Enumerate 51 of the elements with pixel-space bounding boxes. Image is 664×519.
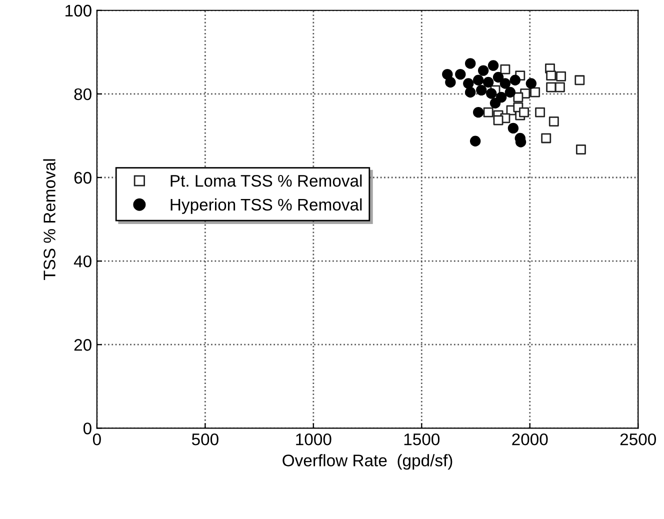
point xyxy=(473,106,484,118)
y-axis-title: TSS % Removal xyxy=(43,159,56,280)
y-tick-label: 0 xyxy=(83,422,92,434)
x-tick-label: 1500 xyxy=(404,433,440,446)
point xyxy=(574,75,585,86)
point xyxy=(510,74,521,86)
point xyxy=(519,107,530,118)
point xyxy=(500,64,510,74)
x-tick-label: 0 xyxy=(92,433,101,446)
y-tick-label: 20 xyxy=(74,339,92,351)
point xyxy=(478,65,489,76)
point xyxy=(463,78,474,89)
point xyxy=(455,68,466,80)
point xyxy=(500,78,511,89)
point xyxy=(526,78,537,89)
point xyxy=(546,70,556,81)
point xyxy=(490,98,501,108)
point xyxy=(486,88,497,99)
point xyxy=(508,122,519,134)
point xyxy=(556,71,566,82)
point xyxy=(576,144,586,154)
point xyxy=(513,92,524,102)
point xyxy=(445,76,456,88)
point xyxy=(488,60,499,71)
point xyxy=(464,58,476,69)
point xyxy=(541,133,552,144)
point xyxy=(548,116,559,126)
point xyxy=(554,82,565,92)
point xyxy=(535,107,546,118)
y-tick-label: 80 xyxy=(74,88,92,100)
x-tick-label: 500 xyxy=(192,433,218,446)
point xyxy=(464,86,476,98)
point xyxy=(470,136,481,147)
point xyxy=(473,74,484,86)
x-tick-label: 2000 xyxy=(512,433,548,446)
legend-label: Hyperion TSS % Removal xyxy=(170,198,362,214)
point xyxy=(483,107,494,118)
x-axis-title: Overflow Rate (gpd/sf) xyxy=(282,454,452,470)
point xyxy=(476,84,487,96)
y-tick-label: 60 xyxy=(74,172,92,184)
x-tick-label: 1000 xyxy=(296,433,332,446)
point xyxy=(504,86,516,98)
y-tick-label: 40 xyxy=(74,255,92,268)
point xyxy=(482,76,494,88)
legend-label: Pt. Loma TSS % Removal xyxy=(170,174,362,187)
point xyxy=(530,87,540,98)
x-tick-label: 2500 xyxy=(620,433,656,446)
point xyxy=(492,72,504,83)
y-tick-label: 100 xyxy=(66,4,92,17)
point xyxy=(493,115,504,126)
point xyxy=(442,68,453,80)
